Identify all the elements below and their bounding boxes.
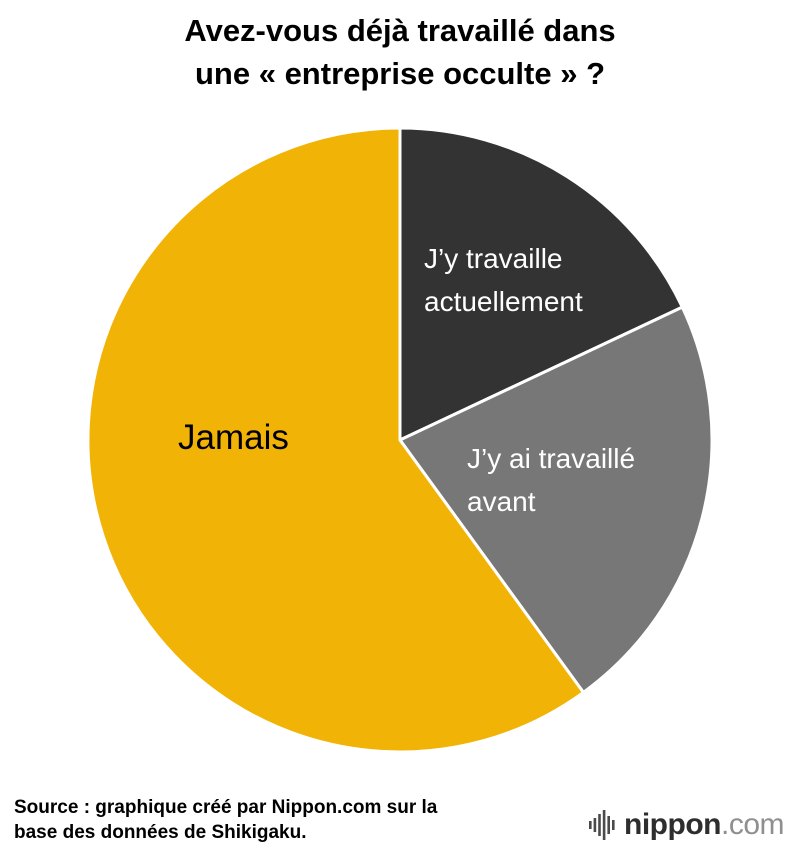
pie-slice xyxy=(398,305,714,694)
logo-tld: .com xyxy=(720,808,785,841)
source-note-line1: Source : graphique créé par Nippon.com s… xyxy=(14,796,438,818)
source-note: Source : graphique créé par Nippon.com s… xyxy=(14,795,437,846)
source-note-line2: base des données de Shikigaku. xyxy=(14,822,307,844)
chart-title-line1: Avez-vous déjà travaillé dans xyxy=(184,13,616,48)
pie-slice xyxy=(398,126,684,442)
nippon-logo: nippon.com xyxy=(589,808,785,842)
soundwave-icon xyxy=(589,810,615,840)
logo-text: nippon.com xyxy=(624,808,784,842)
chart-title-line2: une « entreprise occulte » ? xyxy=(194,55,606,91)
chart-title: Avez-vous déjà travaillé dans une « entr… xyxy=(0,10,800,96)
pie-slice xyxy=(86,126,585,754)
logo-name: nippon xyxy=(624,808,721,841)
